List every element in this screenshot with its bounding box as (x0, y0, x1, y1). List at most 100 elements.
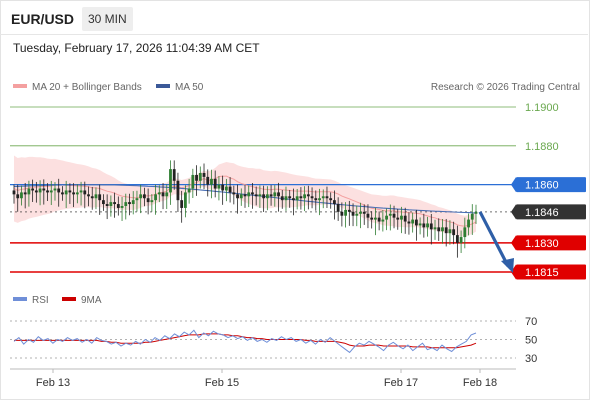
timeframe-badge[interactable]: 30 MIN (82, 7, 133, 31)
candle-body (295, 196, 299, 201)
candle-body (463, 227, 467, 238)
rsi-legend-label: RSI (32, 295, 49, 306)
level-label-1.1830: 1.1830 (525, 238, 559, 250)
candle-body (61, 192, 64, 195)
candle-body (411, 219, 415, 224)
candle-body (83, 190, 87, 195)
candle-body (198, 173, 202, 181)
level-box-1.1860 (516, 177, 586, 193)
candle-body (422, 223, 426, 228)
header-divider (0, 34, 588, 35)
timestamp: Tuesday, February 17, 2026 11:04:39 AM C… (13, 41, 260, 55)
candle-body (284, 196, 288, 201)
candle-body (262, 194, 266, 199)
candle-body (474, 211, 478, 214)
candle-body (38, 188, 42, 193)
candle-body (280, 196, 284, 201)
candle-body (27, 188, 31, 195)
candle-body (265, 194, 269, 199)
candle-body (161, 192, 165, 197)
price-panel: 1.1900 1.1880 1.1860 1.1846 1.1830 1.1815 (10, 102, 586, 280)
candle-body (336, 204, 340, 212)
candle-body (351, 211, 355, 216)
candle-body (355, 213, 359, 216)
candle-body (467, 219, 470, 228)
candle-body (64, 190, 68, 195)
credit-label: Research © 2026 Trading Central (431, 82, 580, 93)
candle-body (143, 194, 146, 199)
candle-body (448, 229, 452, 234)
candle-body (68, 190, 72, 193)
candle-body (299, 196, 303, 199)
ma50-legend-label: MA 50 (175, 82, 204, 93)
candle-body (414, 219, 418, 226)
candle-body (314, 198, 318, 201)
candle-body (403, 215, 407, 222)
candle-body (20, 192, 23, 199)
candle-body (210, 178, 213, 185)
candle-body (329, 198, 333, 201)
candle-body (228, 186, 232, 193)
candle-body (437, 227, 441, 232)
candle-body (120, 206, 124, 208)
candle-body (254, 194, 258, 197)
candle-body (273, 192, 277, 197)
candle-body (258, 194, 262, 197)
level-label-1.1815: 1.1815 (525, 267, 559, 279)
candle-body (407, 221, 411, 224)
candle-body (202, 173, 206, 177)
candle-body (109, 202, 113, 206)
candle-body (243, 194, 247, 197)
candle-body (366, 213, 370, 218)
candle-body (303, 194, 307, 199)
level-pointer-1.1846 (511, 204, 516, 220)
candle-body (347, 209, 351, 212)
candle-body (157, 192, 161, 195)
candle-body (57, 188, 61, 193)
rsi-tick-30: 30 (525, 353, 537, 365)
candle-body (128, 202, 131, 205)
candle-body (172, 169, 176, 181)
candle-body (221, 184, 225, 191)
candle-body (232, 192, 236, 195)
candle-body (139, 194, 143, 199)
candle-body (377, 217, 381, 222)
candle-body (150, 200, 154, 203)
rsi-legend-swatch (13, 297, 27, 301)
candle-body (288, 196, 292, 199)
candle-body (213, 178, 217, 189)
ma20-line (13, 175, 477, 227)
candle-body (325, 196, 329, 199)
ma20-legend-swatch (13, 84, 27, 88)
candle-body (426, 223, 429, 228)
candle-body (247, 192, 251, 197)
candle-body (392, 213, 396, 218)
candle-body (23, 192, 27, 195)
candle-body (321, 196, 325, 199)
level-pointer-1.1815 (511, 264, 516, 280)
candle-body (165, 192, 169, 197)
candle-body (72, 192, 76, 195)
candle-body (135, 198, 139, 201)
candle-body (183, 192, 187, 208)
candle-body (42, 188, 46, 191)
x-tick-label: Feb 15 (205, 377, 239, 389)
candle-body (333, 200, 336, 205)
candle-body (429, 223, 433, 230)
level-pointer-1.1830 (511, 235, 516, 251)
candle-body (195, 174, 198, 181)
candle-body (370, 217, 374, 220)
candle-body (344, 209, 347, 216)
level-box-1.1815 (516, 264, 586, 280)
level-label-1.1880: 1.1880 (525, 141, 559, 153)
candle-body (318, 198, 321, 201)
candle-body (444, 227, 448, 234)
candle-body (396, 217, 400, 220)
candle-body (116, 204, 120, 208)
candle-body (277, 192, 280, 197)
candle-body (269, 194, 273, 197)
candle-body (46, 190, 49, 193)
ma20-legend-label: MA 20 + Bollinger Bands (32, 82, 142, 93)
candle-body (206, 176, 210, 185)
